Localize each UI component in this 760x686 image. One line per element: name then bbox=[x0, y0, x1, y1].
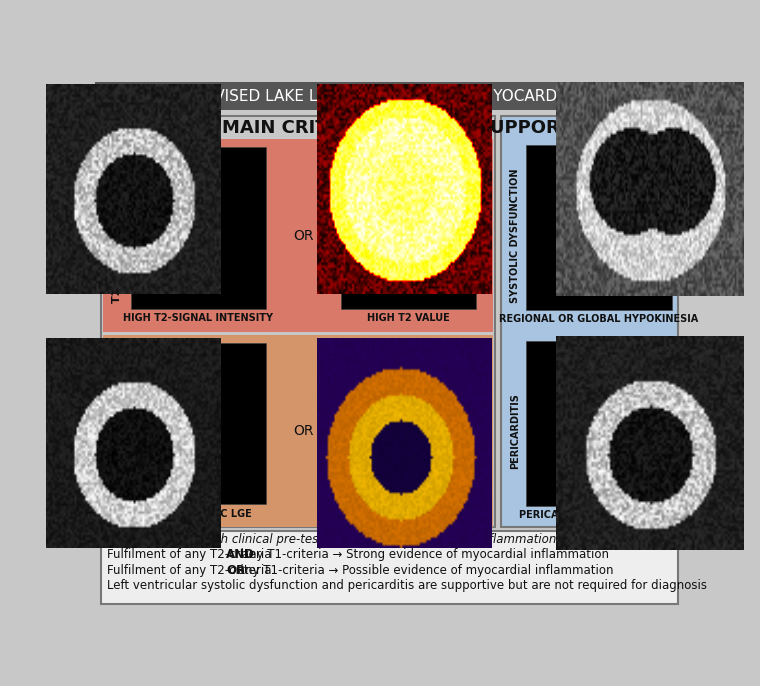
Text: Fulfilment of any T2-criteria: Fulfilment of any T2-criteria bbox=[107, 564, 276, 577]
Text: HIGH T2 VALUE: HIGH T2 VALUE bbox=[367, 313, 450, 323]
Text: OR: OR bbox=[226, 564, 245, 577]
FancyBboxPatch shape bbox=[340, 342, 477, 504]
Text: any T1-criteria → Possible evidence of myocardial inflammation: any T1-criteria → Possible evidence of m… bbox=[234, 564, 614, 577]
Text: REVISED LAKE LOUISE CRITERIA FOR MYOCARDITIS: REVISED LAKE LOUISE CRITERIA FOR MYOCARD… bbox=[194, 88, 585, 104]
Text: SUPPORTIVE CRITERIA: SUPPORTIVE CRITERIA bbox=[477, 119, 702, 137]
Text: REGIONAL OR GLOBAL HYPOKINESIA: REGIONAL OR GLOBAL HYPOKINESIA bbox=[499, 314, 698, 324]
Text: AND: AND bbox=[226, 548, 255, 561]
FancyBboxPatch shape bbox=[101, 116, 495, 528]
Text: T2 CRITERIA (EDEMA): T2 CRITERIA (EDEMA) bbox=[112, 168, 122, 303]
Text: OR: OR bbox=[293, 424, 314, 438]
FancyBboxPatch shape bbox=[101, 531, 678, 604]
Text: SYSTOLIC DYSFUNCTION: SYSTOLIC DYSFUNCTION bbox=[510, 168, 520, 303]
FancyBboxPatch shape bbox=[131, 147, 266, 309]
Text: In patients with high clinical pre-test probability of myocardial inflammation:: In patients with high clinical pre-test … bbox=[107, 533, 561, 546]
Text: HIGH T2-SIGNAL INTENSITY: HIGH T2-SIGNAL INTENSITY bbox=[123, 313, 274, 323]
FancyBboxPatch shape bbox=[526, 145, 672, 310]
FancyBboxPatch shape bbox=[340, 147, 477, 309]
Text: PERICARDITIS: PERICARDITIS bbox=[510, 393, 520, 469]
Text: Left ventricular systolic dysfunction and pericarditis are supportive but are no: Left ventricular systolic dysfunction an… bbox=[107, 579, 708, 592]
Text: MAIN CRITERIA: MAIN CRITERIA bbox=[222, 119, 374, 137]
Text: OR: OR bbox=[293, 228, 314, 243]
FancyBboxPatch shape bbox=[103, 335, 493, 528]
Text: any T1-criteria → Strong evidence of myocardial inflammation: any T1-criteria → Strong evidence of myo… bbox=[239, 548, 610, 561]
Text: NON-ISCHEMIC LGE: NON-ISCHEMIC LGE bbox=[146, 508, 252, 519]
Text: HIGH T1 OR ECV: HIGH T1 OR ECV bbox=[364, 508, 453, 519]
FancyBboxPatch shape bbox=[501, 116, 678, 528]
Text: Fulfilment of any T2-criteria: Fulfilment of any T2-criteria bbox=[107, 548, 276, 561]
FancyBboxPatch shape bbox=[131, 342, 266, 504]
Text: T1 CRITERIA (INJURY): T1 CRITERIA (INJURY) bbox=[112, 365, 122, 497]
Text: PERICARDIAL ENHANCEMENT: PERICARDIAL ENHANCEMENT bbox=[519, 510, 679, 520]
FancyBboxPatch shape bbox=[526, 341, 672, 506]
FancyBboxPatch shape bbox=[95, 82, 684, 110]
FancyBboxPatch shape bbox=[103, 139, 493, 332]
